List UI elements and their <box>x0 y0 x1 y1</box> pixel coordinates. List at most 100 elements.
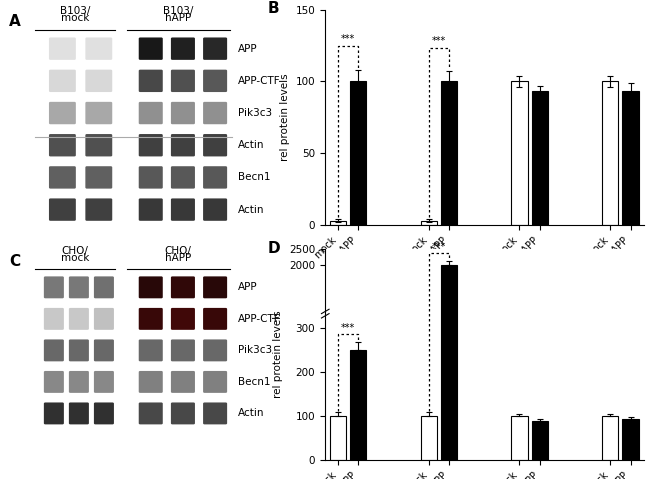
Text: hAPP: hAPP <box>165 13 191 23</box>
FancyBboxPatch shape <box>69 371 89 393</box>
FancyBboxPatch shape <box>85 37 112 60</box>
FancyBboxPatch shape <box>138 37 162 60</box>
FancyBboxPatch shape <box>138 102 162 124</box>
FancyBboxPatch shape <box>138 69 162 92</box>
FancyBboxPatch shape <box>94 402 114 424</box>
FancyBboxPatch shape <box>49 102 76 124</box>
Text: APP: APP <box>238 282 258 292</box>
FancyBboxPatch shape <box>85 198 112 221</box>
FancyBboxPatch shape <box>171 308 195 330</box>
FancyBboxPatch shape <box>138 166 162 189</box>
FancyBboxPatch shape <box>203 198 227 221</box>
FancyBboxPatch shape <box>171 166 195 189</box>
FancyBboxPatch shape <box>138 371 162 393</box>
Text: APP-CTF: APP-CTF <box>417 273 460 283</box>
FancyBboxPatch shape <box>49 198 76 221</box>
FancyBboxPatch shape <box>69 276 89 298</box>
FancyBboxPatch shape <box>171 371 195 393</box>
Text: Pik3c3: Pik3c3 <box>238 108 272 118</box>
FancyBboxPatch shape <box>171 69 195 92</box>
FancyBboxPatch shape <box>49 69 76 92</box>
FancyBboxPatch shape <box>44 340 64 361</box>
FancyBboxPatch shape <box>138 340 162 361</box>
FancyBboxPatch shape <box>138 134 162 157</box>
Bar <box>602 416 618 460</box>
Text: B: B <box>268 1 280 16</box>
Bar <box>350 81 367 225</box>
Text: mock: mock <box>61 252 89 262</box>
FancyBboxPatch shape <box>171 37 195 60</box>
FancyBboxPatch shape <box>138 402 162 424</box>
Text: ***: *** <box>341 322 356 332</box>
FancyBboxPatch shape <box>171 402 195 424</box>
FancyBboxPatch shape <box>203 69 227 92</box>
FancyBboxPatch shape <box>85 134 112 157</box>
FancyBboxPatch shape <box>69 340 89 361</box>
Text: ***: *** <box>432 35 446 46</box>
Text: Actin: Actin <box>238 409 265 419</box>
FancyBboxPatch shape <box>49 37 76 60</box>
FancyBboxPatch shape <box>171 102 195 124</box>
Bar <box>532 421 548 460</box>
FancyBboxPatch shape <box>138 198 162 221</box>
FancyBboxPatch shape <box>203 102 227 124</box>
Text: C: C <box>9 253 21 269</box>
Text: Becn1: Becn1 <box>604 273 636 283</box>
FancyBboxPatch shape <box>203 134 227 157</box>
FancyBboxPatch shape <box>203 276 227 298</box>
FancyBboxPatch shape <box>85 69 112 92</box>
Bar <box>623 419 639 460</box>
Text: APP-CTF: APP-CTF <box>238 314 281 324</box>
FancyBboxPatch shape <box>44 402 64 424</box>
Text: CHO/: CHO/ <box>62 246 88 256</box>
Bar <box>512 81 528 225</box>
Text: ***: *** <box>341 34 356 44</box>
FancyBboxPatch shape <box>171 198 195 221</box>
Bar <box>602 81 618 225</box>
Text: Becn1: Becn1 <box>238 377 270 387</box>
Bar <box>532 91 548 225</box>
Text: hAPP: hAPP <box>165 252 191 262</box>
Bar <box>441 265 457 460</box>
Text: Pik3c3: Pik3c3 <box>513 273 547 283</box>
Bar <box>512 416 528 460</box>
Bar <box>441 81 457 225</box>
FancyBboxPatch shape <box>44 371 64 393</box>
Bar <box>421 416 437 460</box>
FancyBboxPatch shape <box>203 308 227 330</box>
FancyBboxPatch shape <box>49 166 76 189</box>
FancyBboxPatch shape <box>49 134 76 157</box>
FancyBboxPatch shape <box>171 276 195 298</box>
Bar <box>330 221 346 225</box>
Text: APP: APP <box>338 273 358 283</box>
FancyBboxPatch shape <box>44 276 64 298</box>
Text: B103/: B103/ <box>163 7 193 16</box>
Text: Becn1: Becn1 <box>238 172 270 182</box>
FancyBboxPatch shape <box>138 276 162 298</box>
Text: Actin: Actin <box>238 205 265 215</box>
Text: D: D <box>268 240 280 256</box>
Text: Pik3c3: Pik3c3 <box>238 345 272 355</box>
FancyBboxPatch shape <box>94 340 114 361</box>
FancyBboxPatch shape <box>69 308 89 330</box>
Bar <box>330 416 346 460</box>
FancyBboxPatch shape <box>85 166 112 189</box>
FancyBboxPatch shape <box>85 102 112 124</box>
Bar <box>623 91 639 225</box>
FancyBboxPatch shape <box>203 166 227 189</box>
Text: ***: *** <box>432 242 446 251</box>
Bar <box>421 221 437 225</box>
Text: APP-CTF: APP-CTF <box>238 76 281 86</box>
FancyBboxPatch shape <box>94 276 114 298</box>
Text: A: A <box>9 14 21 29</box>
FancyBboxPatch shape <box>94 371 114 393</box>
Text: APP: APP <box>238 44 258 54</box>
FancyBboxPatch shape <box>203 37 227 60</box>
Y-axis label: rel protein levels: rel protein levels <box>280 74 290 161</box>
Text: mock: mock <box>61 13 89 23</box>
FancyBboxPatch shape <box>138 308 162 330</box>
FancyBboxPatch shape <box>171 134 195 157</box>
FancyBboxPatch shape <box>69 402 89 424</box>
FancyBboxPatch shape <box>203 340 227 361</box>
FancyBboxPatch shape <box>171 340 195 361</box>
